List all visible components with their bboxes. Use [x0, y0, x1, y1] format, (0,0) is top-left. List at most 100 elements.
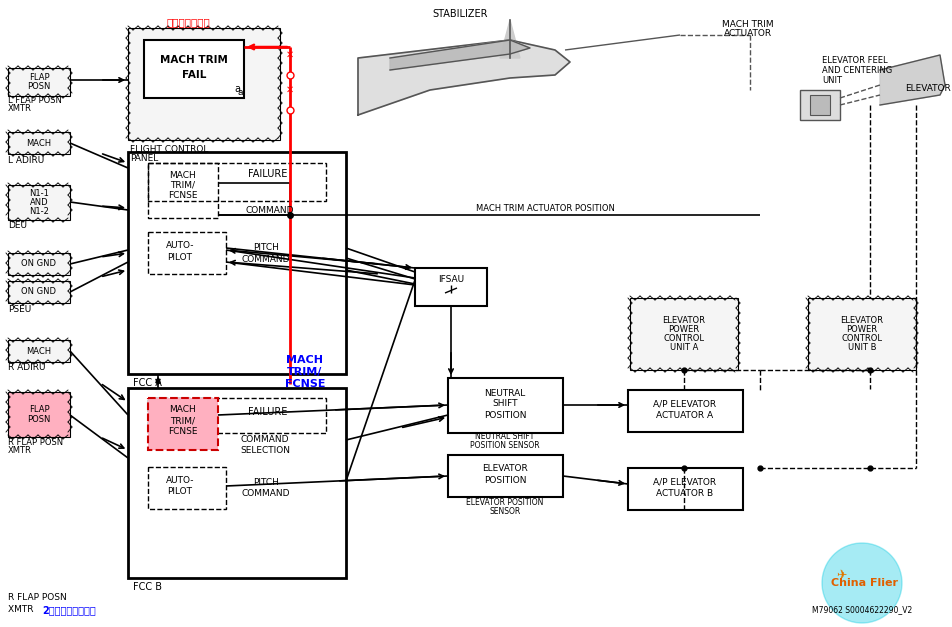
Text: MACH TRIM: MACH TRIM: [722, 19, 773, 28]
Text: ACTUATOR A: ACTUATOR A: [656, 411, 713, 421]
Bar: [809, 95, 829, 115]
Text: FAIL: FAIL: [182, 70, 206, 80]
Text: a: a: [234, 84, 240, 94]
Bar: [148, 232, 226, 274]
Text: ELEVATOR: ELEVATOR: [840, 316, 883, 325]
Text: FLAP: FLAP: [29, 73, 50, 82]
Bar: [128, 28, 280, 140]
Bar: [8, 132, 69, 154]
Text: NEUTRAL: NEUTRAL: [484, 389, 526, 398]
Text: FCNSE: FCNSE: [169, 428, 198, 436]
Text: ELEVATOR: ELEVATOR: [482, 465, 527, 473]
Bar: [148, 398, 218, 450]
Bar: [799, 90, 839, 120]
Text: XMTR: XMTR: [8, 446, 31, 455]
Text: FCNSE: FCNSE: [169, 191, 198, 199]
Text: ✈: ✈: [836, 569, 846, 582]
Text: CONTROL: CONTROL: [841, 334, 882, 343]
Text: AND CENTERING: AND CENTERING: [822, 65, 891, 75]
Text: POSITION: POSITION: [484, 477, 526, 485]
Bar: [629, 298, 737, 370]
Text: COMMAND: COMMAND: [242, 490, 290, 498]
Text: COMMAND: COMMAND: [241, 436, 289, 445]
Text: PANEL: PANEL: [129, 154, 158, 162]
Text: POSITION SENSOR: POSITION SENSOR: [469, 441, 539, 451]
Text: ON GND: ON GND: [22, 288, 56, 297]
Text: SENSOR: SENSOR: [489, 507, 520, 517]
Text: R FLAP POSN: R FLAP POSN: [8, 438, 63, 448]
Text: MACH: MACH: [287, 355, 323, 365]
Bar: [128, 152, 346, 374]
Text: ACTUATOR B: ACTUATOR B: [656, 490, 713, 498]
Text: China Flier: China Flier: [831, 578, 898, 588]
Text: PSEU: PSEU: [8, 305, 31, 315]
Text: TRIM/: TRIM/: [170, 416, 195, 426]
Text: ON GND: ON GND: [22, 260, 56, 268]
Text: SELECTION: SELECTION: [240, 446, 289, 455]
Text: 马赫配平失效灯: 马赫配平失效灯: [166, 17, 209, 27]
Bar: [148, 398, 326, 433]
Text: ELEVATOR: ELEVATOR: [904, 83, 950, 93]
Bar: [8, 253, 69, 275]
Text: AUTO-: AUTO-: [166, 241, 194, 251]
Bar: [807, 298, 915, 370]
Bar: [447, 378, 563, 433]
Text: MACH TRIM ACTUATOR POSITION: MACH TRIM ACTUATOR POSITION: [475, 204, 614, 213]
Text: TRIM/: TRIM/: [170, 181, 195, 189]
Text: TRIM/: TRIM/: [287, 367, 323, 377]
Text: COMMAND: COMMAND: [246, 206, 294, 214]
Text: 2号襟翼位置传感器: 2号襟翼位置传感器: [42, 605, 95, 615]
Text: FLAP: FLAP: [29, 406, 50, 414]
Text: IFSAU: IFSAU: [438, 275, 464, 285]
Text: ELEVATOR FEEL: ELEVATOR FEEL: [822, 56, 886, 65]
Circle shape: [822, 543, 901, 623]
Text: PITCH: PITCH: [253, 478, 279, 488]
Text: COMMAND: COMMAND: [242, 255, 290, 263]
Text: PILOT: PILOT: [168, 488, 192, 497]
Bar: [8, 340, 69, 362]
Text: MACH: MACH: [27, 139, 51, 147]
Text: ✕: ✕: [286, 50, 294, 60]
Text: UNIT: UNIT: [822, 75, 842, 85]
Text: A/P ELEVATOR: A/P ELEVATOR: [653, 399, 716, 409]
Text: L FLAP POSN: L FLAP POSN: [8, 95, 62, 105]
Text: N1-2: N1-2: [29, 207, 49, 216]
Text: STABILIZER: STABILIZER: [432, 9, 487, 19]
Text: XMTR: XMTR: [8, 103, 31, 112]
Polygon shape: [879, 55, 944, 105]
Bar: [148, 467, 226, 509]
Text: NEUTRAL SHIFT: NEUTRAL SHIFT: [475, 433, 534, 441]
Bar: [8, 392, 69, 437]
Text: XMTR: XMTR: [8, 606, 36, 614]
Text: POSN: POSN: [28, 82, 50, 91]
Text: PILOT: PILOT: [168, 253, 192, 261]
Text: AND: AND: [30, 198, 49, 207]
Bar: [148, 163, 218, 218]
Text: A/P ELEVATOR: A/P ELEVATOR: [653, 478, 716, 487]
Text: ELEVATOR: ELEVATOR: [662, 316, 704, 325]
Text: POWER: POWER: [845, 325, 877, 334]
Text: ELEVATOR POSITION: ELEVATOR POSITION: [466, 498, 544, 507]
Text: MACH: MACH: [27, 347, 51, 356]
Text: SHIFT: SHIFT: [492, 399, 517, 409]
Bar: [144, 40, 244, 98]
Text: R ADIRU: R ADIRU: [8, 364, 46, 372]
Polygon shape: [358, 40, 569, 115]
Text: FLIGHT CONTROL: FLIGHT CONTROL: [129, 144, 208, 154]
Text: POWER: POWER: [667, 325, 699, 334]
Text: MACH: MACH: [169, 406, 196, 414]
Bar: [148, 163, 326, 201]
Text: POSN: POSN: [28, 414, 50, 423]
Text: a: a: [237, 88, 243, 97]
Text: L ADIRU: L ADIRU: [8, 155, 44, 164]
Polygon shape: [500, 20, 520, 58]
Polygon shape: [389, 40, 529, 70]
Bar: [8, 185, 69, 220]
Bar: [414, 268, 486, 306]
Text: MACH: MACH: [169, 171, 196, 179]
Bar: [447, 455, 563, 497]
Text: FAILURE: FAILURE: [248, 169, 288, 179]
Text: ACTUATOR: ACTUATOR: [724, 28, 771, 38]
Bar: [627, 390, 743, 432]
Text: MACH TRIM: MACH TRIM: [160, 55, 228, 65]
